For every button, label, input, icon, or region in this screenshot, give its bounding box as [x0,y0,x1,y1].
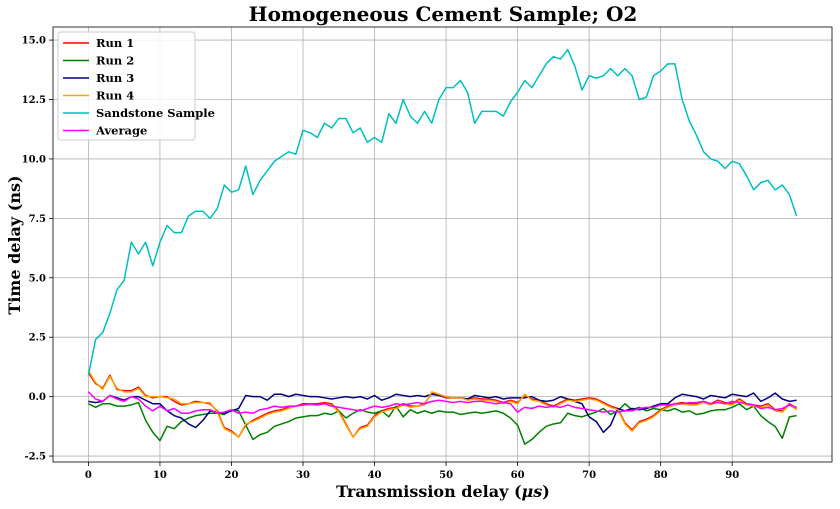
x-tick-label: 80 [654,470,668,481]
series-lines [87,48,798,445]
legend-entry: Run 2 [96,54,134,68]
x-tick-label: 50 [439,470,453,481]
legend-entry: Run 4 [96,89,134,103]
x-tick-label: 70 [582,470,596,481]
x-axis-label: Transmission delay (μs) [336,482,550,501]
x-axis-label-unit: μs [522,482,543,501]
legend-entry: Run 1 [96,36,134,50]
x-axis-label-suffix: ) [542,482,550,501]
series-line-4 [87,48,798,376]
y-tick-label: 7.5 [29,214,46,225]
y-axis-label: Time delay (ns) [5,175,24,314]
x-tick-label: 90 [725,470,739,481]
y-tick-label: 12.5 [22,95,46,106]
legend-box [57,31,196,141]
legend-entry: Sandstone Sample [96,106,215,120]
y-tick-label: 15.0 [22,36,46,47]
grid [53,27,832,462]
x-tick-label: 10 [153,470,167,481]
x-tick-label: 0 [85,470,92,481]
y-tick-label: 5.0 [29,273,46,284]
y-tick-label: 0.0 [29,392,46,403]
axis-ticks: 0 10 20 30 40 50 60 70 80 90 -2.5 0.0 2.5 5.0 7.5 10.0 1… [22,36,740,481]
plot-frame [52,26,833,463]
legend-entry: Average [95,124,147,138]
x-tick-label: 20 [225,470,239,481]
legend-entry: Run 3 [96,71,134,85]
y-tick-label: 2.5 [29,333,46,344]
y-tick-label: 10.0 [22,154,46,165]
x-tick-label: 30 [296,470,310,481]
x-axis-label-prefix: Transmission delay ( [336,482,521,501]
series-line-5 [87,391,797,415]
y-tick-label: -2.5 [24,452,46,463]
x-tick-label: 40 [368,470,382,481]
series-line-1 [88,401,797,445]
chart-title: Homogeneous Cement Sample; O2 [249,2,638,26]
legend: Run 1 Run 2 Run 3 Run 4 Sandstone Sample Aver… [57,31,215,141]
x-tick-label: 60 [511,470,525,481]
